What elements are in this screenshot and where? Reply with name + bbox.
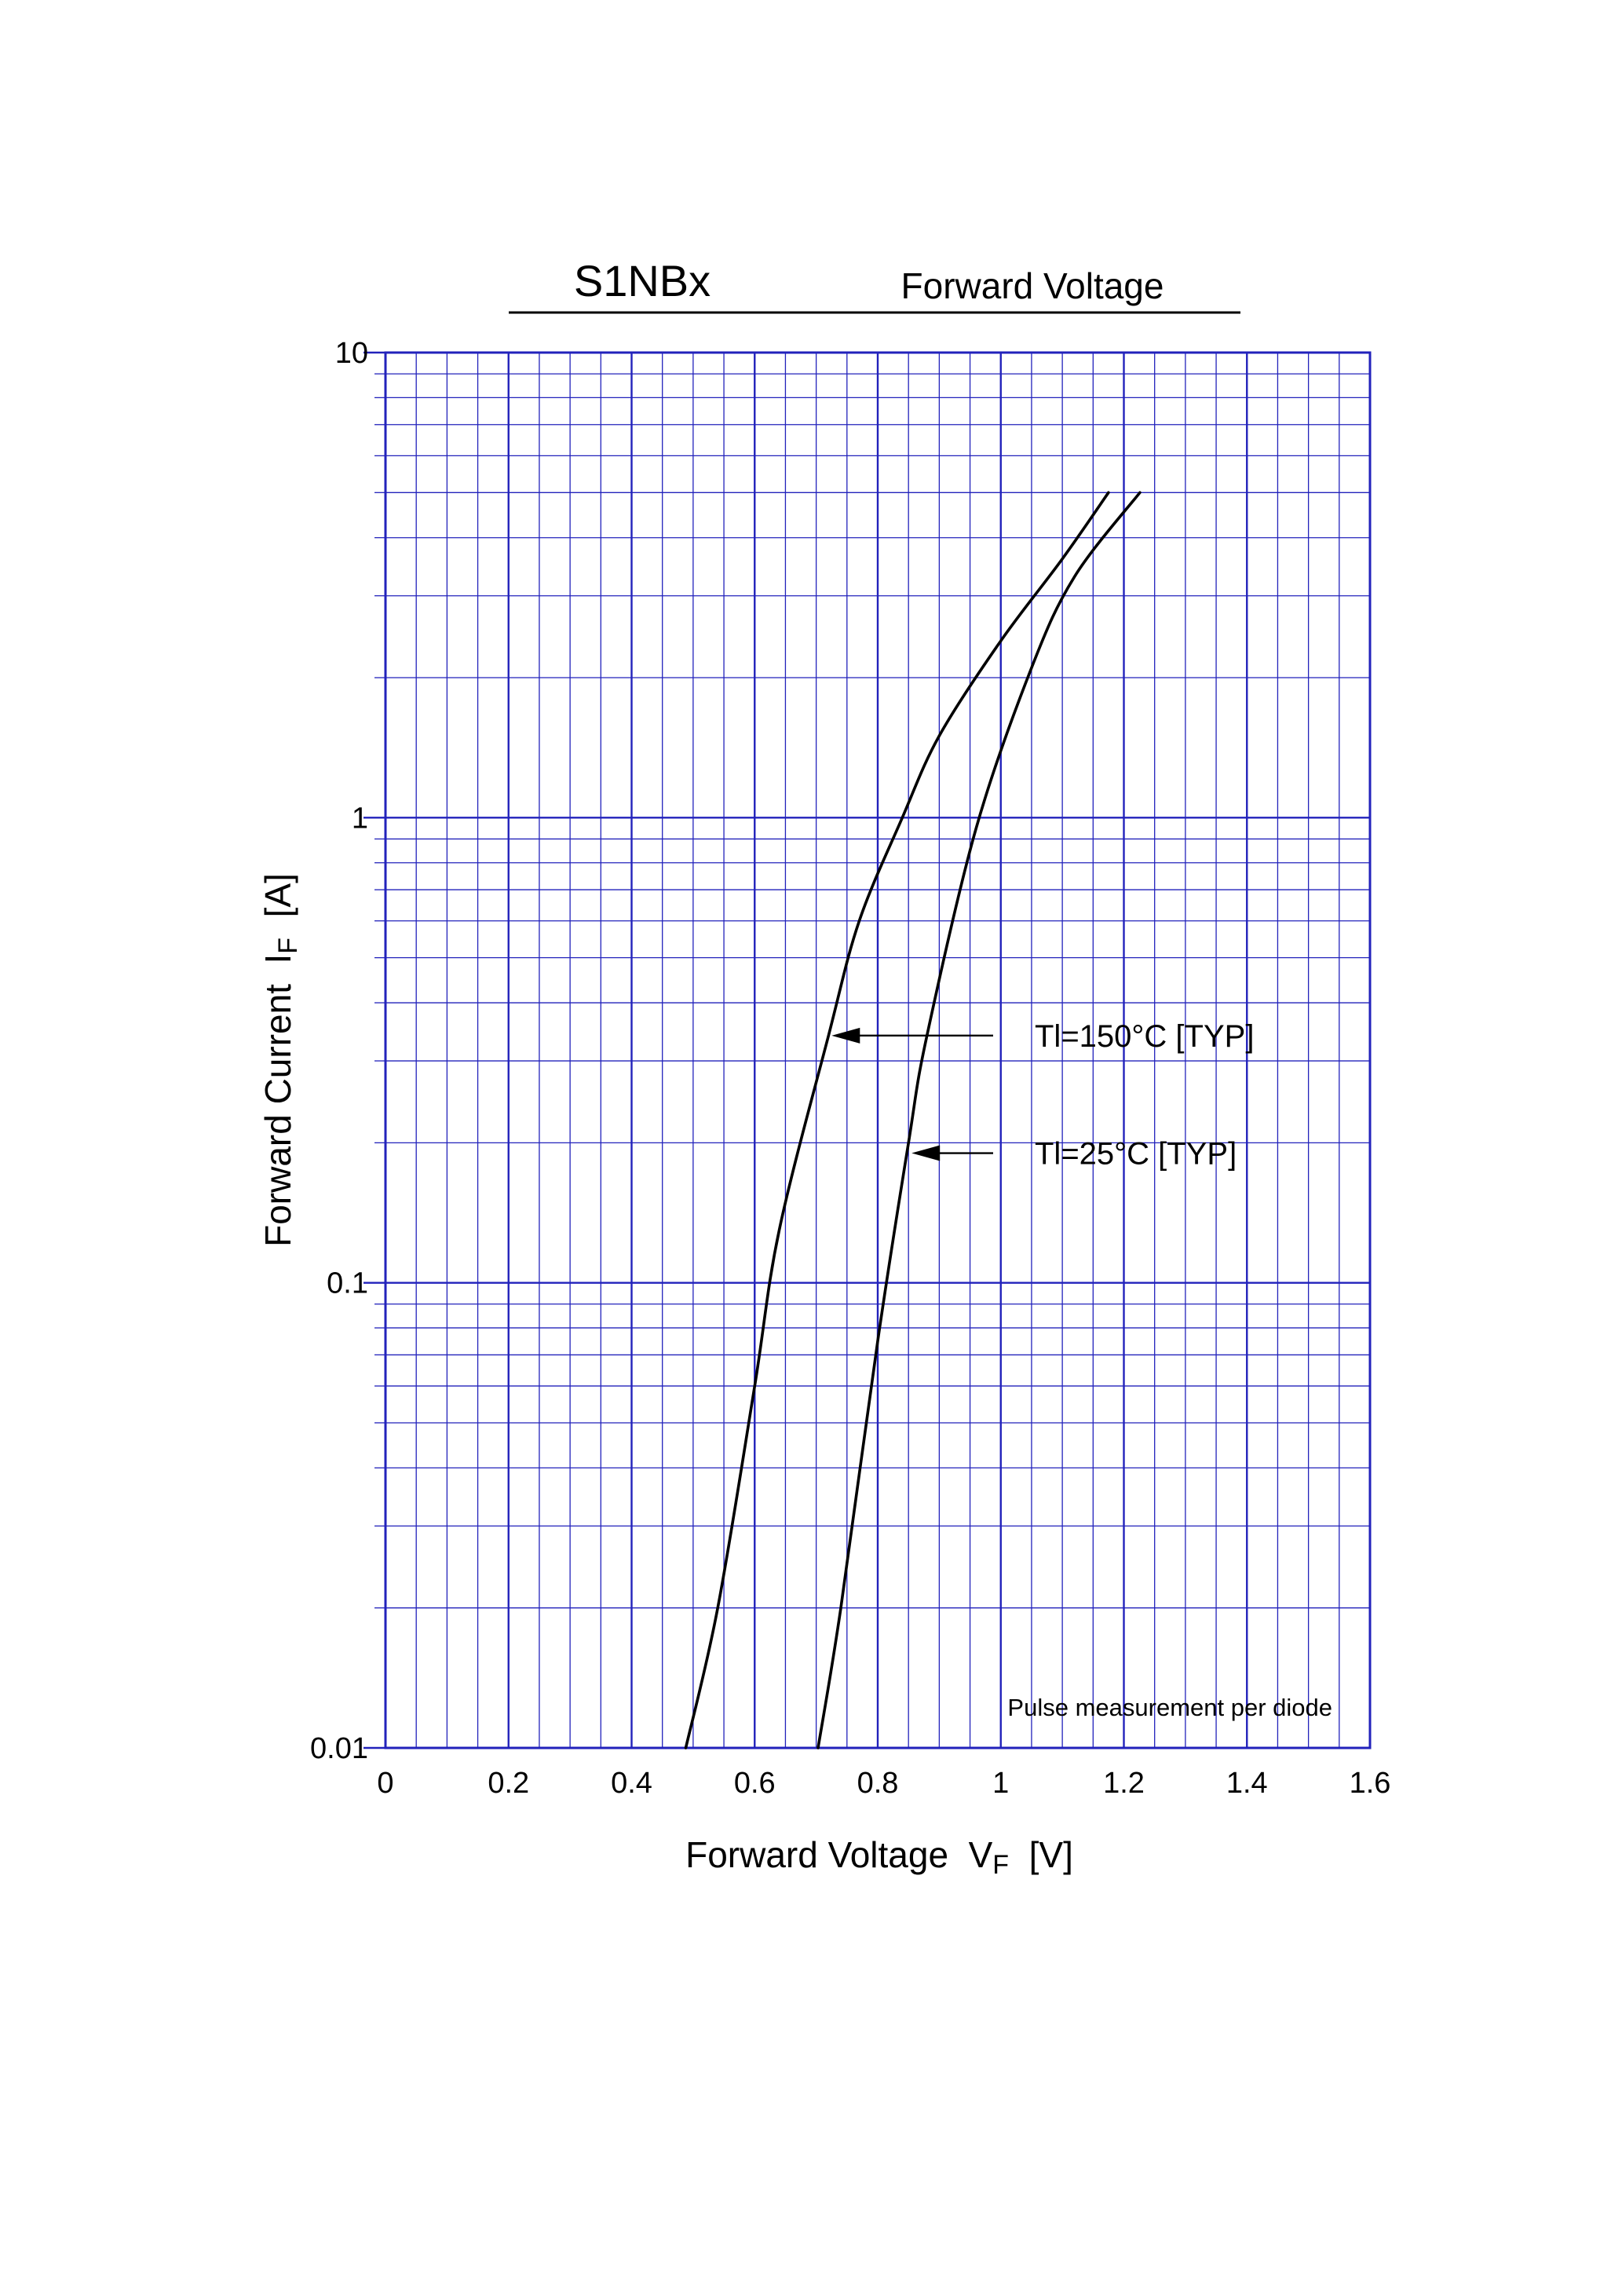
y-tick-label: 0.01 [310, 1732, 368, 1765]
y-axis-label-subscript: F [273, 938, 303, 954]
x-axis-label-subscript: F [992, 1850, 1009, 1880]
x-tick-label: 0 [377, 1767, 393, 1800]
x-tick-label: 0.6 [734, 1767, 776, 1800]
x-tick-label: 1 [992, 1767, 1009, 1800]
y-axis-label-main: Forward Current I [258, 954, 298, 1247]
x-tick-label: 1.4 [1226, 1767, 1268, 1800]
curve-series-2 [816, 491, 1142, 1749]
annotation-label: Tl=150°C [TYP] [1035, 1019, 1254, 1054]
pulse-measurement-note: Pulse measurement per diode [1007, 1694, 1332, 1721]
y-axis-label: Forward Current IF [A] [258, 873, 303, 1247]
x-tick-label: 1.6 [1350, 1767, 1391, 1800]
y-tick-label: 0.1 [327, 1267, 368, 1300]
annotation-label: Tl=25°C [TYP] [1035, 1137, 1237, 1172]
annotation-arrowhead [831, 1027, 860, 1044]
chart-title: S1NBx [574, 256, 711, 305]
x-axis-label-unit: [V] [1009, 1834, 1073, 1875]
annotations: Tl=150°C [TYP] Tl=25°C [TYP] Pulse measure… [831, 1019, 1332, 1721]
x-tick-label: 0.2 [488, 1767, 529, 1800]
curve-series-1 [684, 491, 1110, 1749]
x-tick-label: 1.2 [1103, 1767, 1145, 1800]
y-tick-label: 10 [335, 337, 368, 370]
x-tick-label: 0.8 [857, 1767, 899, 1800]
tick-labels: 0 0.2 0.4 0.6 0.8 1 1.2 1.4 1.6 10 1 0.1 0.01 [310, 337, 1390, 1800]
y-tick-label: 1 [352, 802, 368, 835]
x-axis-label-main: Forward Voltage V [685, 1834, 993, 1875]
plot-frame [384, 351, 1372, 1749]
chart-subtitle: Forward Voltage [901, 265, 1164, 306]
curves [684, 491, 1142, 1749]
annotation-arrowhead [911, 1145, 941, 1161]
x-axis-label: Forward Voltage VF [V] [685, 1834, 1073, 1880]
grid [384, 351, 1372, 1749]
x-tick-label: 0.4 [611, 1767, 652, 1800]
y-axis-label-unit: [A] [258, 873, 298, 938]
